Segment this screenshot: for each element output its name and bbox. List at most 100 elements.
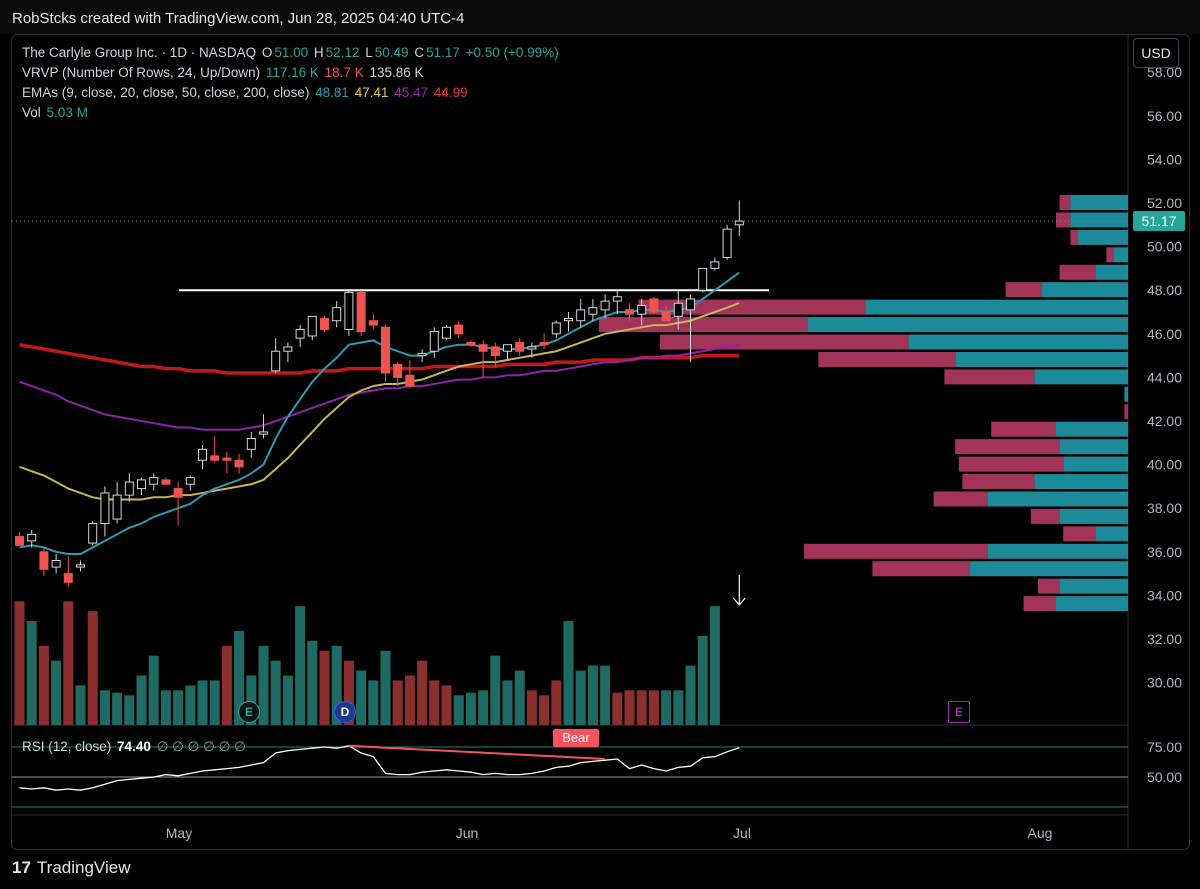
volume-bar (575, 670, 586, 725)
candle-body (344, 291, 354, 330)
volume-bar (246, 675, 257, 725)
candle-body (698, 267, 708, 291)
volume-bar (136, 675, 147, 725)
candle-body (307, 315, 317, 337)
volume-profile-down-bar (1124, 404, 1128, 420)
volume-bar (490, 655, 501, 725)
vrvp-down-value: 18.7 K (324, 65, 364, 80)
volume-bar (197, 680, 208, 725)
candle-body (442, 326, 451, 339)
volume-bar (697, 635, 708, 725)
upcoming-earnings-marker[interactable]: E (948, 701, 970, 723)
volume-profile-up-bar (987, 491, 1128, 507)
volume-legend[interactable]: Vol 5.03 M (22, 105, 90, 120)
volume-profile-down-bar (872, 561, 970, 577)
ema-legend[interactable]: EMAs (9, close, 20, close, 50, close, 20… (22, 85, 470, 100)
time-tick-label: Jun (456, 825, 479, 841)
volume-profile-down-bar (1070, 229, 1078, 245)
last-price-tag: 51.17 (1133, 211, 1185, 232)
symbol-name: The Carlyle Group Inc. · 1D · NASDAQ (22, 45, 257, 60)
candle-body (320, 318, 329, 330)
candle-body (368, 320, 378, 326)
volume-bar (600, 665, 611, 725)
volume-profile-up-bar (1070, 212, 1128, 228)
candle-body (198, 448, 207, 461)
low-label: L (365, 45, 373, 60)
volume-profile-up-bar (1095, 526, 1128, 542)
volume-bar (51, 660, 62, 725)
volume-profile-up-bar (908, 334, 1128, 350)
volume-profile-up-bar (1063, 456, 1128, 472)
candle-body (246, 437, 256, 450)
rsi-line (19, 745, 740, 791)
chart-frame[interactable]: 58.00 56.00 54.00 52.00 50.00 48.00 46.00 44.00… (11, 34, 1190, 850)
ema50-value: 45.47 (394, 85, 429, 100)
volume-bar (624, 690, 635, 725)
volume-bar (63, 601, 74, 725)
currency-button[interactable]: USD (1133, 38, 1179, 68)
volume-bar (587, 665, 598, 725)
price-tick-label: 48.00 (1147, 282, 1182, 298)
candle-body (295, 328, 305, 339)
volume-bar (368, 680, 379, 725)
volume-profile-down-bar (638, 299, 866, 315)
candle-body (625, 309, 634, 315)
candle-body (88, 522, 98, 544)
price-tick-label: 52.00 (1147, 195, 1182, 211)
close-label: C (414, 45, 425, 60)
volume-bar (661, 690, 672, 725)
volume-profile-up-bar (1041, 282, 1128, 298)
volume-profile-down-bar (1023, 596, 1056, 612)
candle-body (454, 324, 464, 335)
open-label: O (261, 45, 273, 60)
candle-body (393, 363, 403, 378)
candle-body (710, 261, 720, 269)
volume-bar (685, 665, 696, 725)
dividend-marker[interactable]: D (334, 701, 356, 723)
volume-profile-up-bar (1059, 578, 1128, 594)
rsi-bear-divergence-line (348, 744, 606, 760)
earnings-marker[interactable]: E (238, 701, 260, 723)
rsi-value: 74.40 (117, 739, 151, 754)
volume-bar (258, 645, 269, 725)
volume-bar (38, 645, 49, 725)
volume-profile-up-bar (807, 317, 1128, 333)
candle-body (503, 344, 512, 352)
volume-profile-up-bar (1056, 421, 1128, 437)
volume-bar (319, 650, 330, 725)
candle-body (283, 346, 293, 352)
price-tick-label: 34.00 (1147, 587, 1182, 603)
volume-profile-up-bar (1077, 229, 1128, 245)
candle-body (673, 302, 683, 317)
volume-bar (307, 640, 318, 725)
ema9-value: 48.81 (315, 85, 349, 100)
ema9-line (19, 271, 740, 555)
chart-canvas[interactable]: 58.00 56.00 54.00 52.00 50.00 48.00 46.00 44.00… (12, 35, 1189, 849)
price-tick-label: 32.00 (1147, 631, 1182, 647)
candle-body (112, 494, 122, 520)
rsi-tick-label: 50.00 (1147, 769, 1182, 785)
change-value: +0.50 (+0.99%) (465, 45, 559, 60)
candle-body (734, 220, 744, 226)
volume-profile-down-bar (955, 439, 1060, 455)
volume-bar (356, 670, 367, 725)
candle-body (661, 311, 671, 322)
volume-profile-up-bar (1124, 386, 1128, 402)
volume-bar (404, 675, 415, 725)
vrvp-legend[interactable]: VRVP (Number Of Rows, 24, Up/Down) 117.1… (22, 65, 426, 80)
candle-body (588, 307, 598, 315)
ema-label: EMAs (9, close, 20, close, 50, close, 20… (22, 85, 310, 100)
ema200-value: 44.99 (433, 85, 468, 100)
volume-profile-down-bar (991, 421, 1056, 437)
volume-bar (453, 695, 464, 725)
volume-bar (99, 690, 110, 725)
volume-bar (282, 675, 293, 725)
candle-body (15, 536, 24, 546)
vol-label: Vol (22, 105, 41, 120)
candle-body (100, 492, 110, 524)
time-tick-label: Aug (1028, 825, 1053, 841)
volume-profile-down-bar (1059, 195, 1071, 210)
tradingview-logo: 17 (12, 858, 31, 877)
rsi-legend[interactable]: RSI (12, close) 74.40 ∅ ∅ ∅ ∅ ∅ ∅ (22, 739, 248, 755)
candle-body (137, 479, 146, 490)
